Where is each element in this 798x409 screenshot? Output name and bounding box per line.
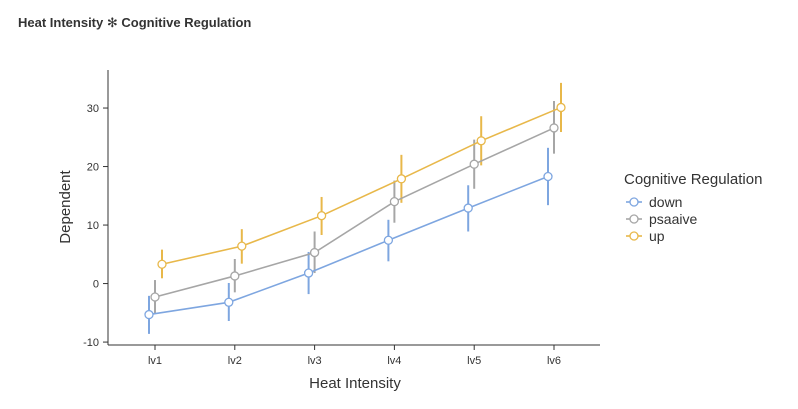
y-tick-label: 10 (87, 220, 99, 232)
data-point-down (383, 235, 394, 245)
data-point-down (144, 309, 154, 320)
axes: -10 0 10 20 30 lv1 lv2 lv3 lv4 lv5 lv6 (83, 70, 600, 367)
legend-title: Cognitive Regulation (624, 171, 762, 188)
data-point-psaaive (309, 247, 320, 258)
series-lines (148, 106, 562, 316)
data-point-psaaive (230, 271, 240, 281)
y-tick-label: 30 (87, 103, 99, 115)
y-tick-label: 20 (87, 162, 99, 174)
data-point-up (476, 136, 486, 146)
chart-title: Heat Intensity ✻ Cognitive Regulation (18, 15, 252, 30)
legend-marker-down (629, 197, 639, 207)
data-point-psaaive (549, 123, 559, 133)
x-tick-label: lv5 (467, 355, 481, 367)
data-point-up (556, 102, 566, 113)
data-point-up (157, 259, 167, 269)
y-tick-label: 0 (93, 279, 99, 291)
data-point-up (237, 241, 247, 251)
series-line-down (148, 175, 549, 316)
series-line-psaaive (154, 127, 555, 298)
series-points (144, 102, 566, 320)
data-point-down (463, 203, 473, 213)
data-point-up (316, 211, 327, 221)
data-point-down (543, 171, 553, 182)
x-tick-label: lv2 (228, 355, 242, 367)
data-point-down (303, 268, 314, 278)
legend-marker-up (629, 231, 639, 241)
y-axis-label: Dependent (57, 169, 74, 243)
series-line-up (161, 106, 562, 266)
legend-marker-psaaive (629, 214, 639, 224)
data-point-psaaive (150, 292, 160, 302)
x-tick-label: lv3 (308, 355, 322, 367)
x-axis-label: Heat Intensity (309, 375, 401, 392)
data-point-psaaive (389, 196, 400, 207)
data-point-up (396, 174, 407, 184)
x-tick-label: lv4 (387, 355, 401, 367)
data-point-psaaive (469, 159, 479, 169)
error-bars (148, 82, 562, 334)
y-tick-label: -10 (83, 337, 99, 349)
legend-label-down: down (649, 194, 682, 210)
legend-label-up: up (649, 228, 665, 244)
legend-label-psaaive: psaaive (649, 211, 697, 227)
x-tick-label: lv6 (547, 355, 561, 367)
x-tick-label: lv1 (148, 355, 162, 367)
data-point-down (224, 297, 234, 307)
